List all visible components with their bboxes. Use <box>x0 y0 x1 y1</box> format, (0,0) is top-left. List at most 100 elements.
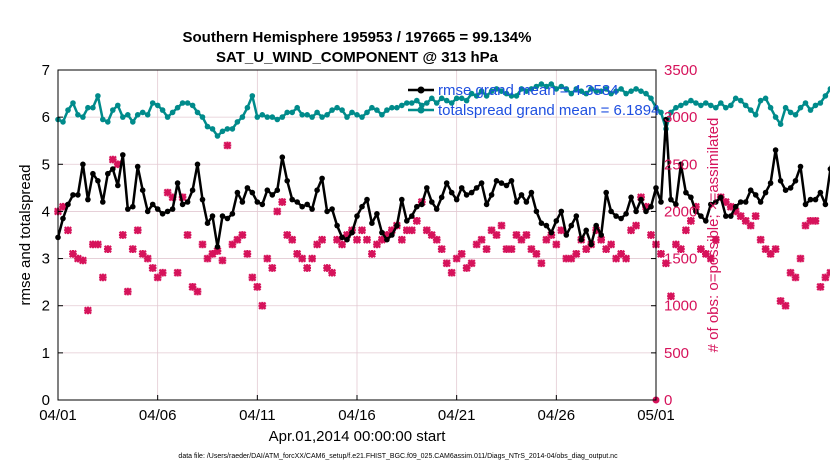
obs-point <box>68 249 77 258</box>
obs-point <box>487 226 496 235</box>
rmse-point <box>85 196 91 203</box>
obs-point <box>562 254 571 263</box>
y-axis-left-label: rmse and totalspread <box>17 165 34 306</box>
rmse-point <box>513 199 520 205</box>
rmse-point <box>424 185 430 191</box>
spread-point <box>628 88 634 94</box>
spread-point <box>453 95 460 102</box>
obs-point <box>691 202 700 211</box>
rmse-point <box>533 208 540 215</box>
obs-point <box>427 231 436 239</box>
rmse-point <box>683 189 689 196</box>
obs-point <box>602 245 611 254</box>
spread-point <box>334 104 340 111</box>
spread-point <box>154 102 161 109</box>
obs-point <box>323 264 332 272</box>
spread-point <box>513 93 520 99</box>
y-right-tick-label: 0 <box>664 392 672 409</box>
rmse-point <box>802 201 809 208</box>
obs-point <box>517 235 526 244</box>
rmse-point <box>573 213 580 219</box>
obs-point <box>367 249 376 258</box>
rmse-point <box>518 192 525 198</box>
rmse-point <box>334 222 340 229</box>
rmse-point <box>777 178 784 184</box>
spread-point <box>389 104 395 111</box>
obs-point <box>293 249 302 258</box>
spread-point <box>638 88 644 94</box>
obs-point <box>173 268 182 277</box>
obs-point <box>288 235 297 244</box>
spread-point <box>807 107 814 113</box>
rmse-point <box>822 201 829 208</box>
rmse-point <box>60 215 66 222</box>
rmse-point <box>638 196 644 203</box>
obs-point <box>243 249 252 258</box>
rmse-point <box>409 213 415 219</box>
rmse-point <box>379 229 385 236</box>
obs-point <box>512 231 521 239</box>
spread-point <box>728 102 734 109</box>
rmse-point <box>419 201 425 208</box>
spread-point <box>399 102 405 109</box>
rmse-point <box>294 199 301 205</box>
obs-point <box>776 297 785 305</box>
chart-title-line1: Southern Hemisphere 195953 / 197665 = 99… <box>183 29 532 46</box>
obs-point <box>492 231 501 239</box>
rmse-point <box>404 218 410 224</box>
obs-point <box>552 240 561 249</box>
spread-point <box>379 112 385 118</box>
rmse-point <box>817 189 824 196</box>
spread-point <box>658 109 664 116</box>
spread-point <box>563 86 570 92</box>
obs-point <box>308 254 317 263</box>
spread-point <box>429 95 435 102</box>
spread-point <box>458 95 465 102</box>
spread-point <box>762 95 769 102</box>
y-right-tick-label: 2000 <box>664 203 697 220</box>
obs-point <box>382 231 391 239</box>
rmse-point <box>219 213 226 219</box>
spread-point <box>219 128 226 135</box>
obs-point <box>826 268 830 277</box>
obs-point <box>522 231 531 239</box>
obs-point <box>771 245 780 254</box>
obs-point <box>726 202 735 211</box>
spread-point <box>95 93 101 99</box>
spread-point <box>65 107 71 113</box>
rmse-point <box>613 213 619 219</box>
spread-point <box>433 100 440 106</box>
obs-point <box>597 235 606 244</box>
spread-point <box>493 86 500 92</box>
spread-point <box>279 114 286 120</box>
spread-point <box>483 93 490 99</box>
obs-point <box>661 259 670 268</box>
obs-point <box>63 226 72 235</box>
spread-point <box>289 109 296 116</box>
rmse-point <box>194 161 201 168</box>
obs-point <box>313 240 322 249</box>
spread-point <box>85 104 91 111</box>
rmse-point <box>154 206 161 212</box>
obs-point <box>647 231 655 239</box>
obs-point <box>706 254 715 263</box>
obs-point <box>138 249 147 258</box>
spread-point <box>538 81 545 87</box>
obs-point <box>358 226 366 235</box>
rmse-point <box>603 189 609 196</box>
data-file-footnote: data file: /Users/raeder/DAI/ATM_forcXX/… <box>178 453 618 460</box>
obs-point <box>268 264 277 272</box>
spread-point <box>414 97 420 104</box>
spread-point <box>314 109 320 116</box>
spread-point <box>643 90 649 97</box>
rmse-point <box>209 213 216 219</box>
y-left-tick-label: 0 <box>42 392 50 409</box>
rmse-point <box>503 182 510 189</box>
rmse-point <box>65 201 71 208</box>
spread-point <box>239 114 246 120</box>
obs-point <box>78 256 87 265</box>
rmse-point <box>678 161 684 168</box>
obs-point <box>273 207 282 216</box>
spread-point <box>623 90 629 97</box>
obs-point <box>821 273 830 282</box>
